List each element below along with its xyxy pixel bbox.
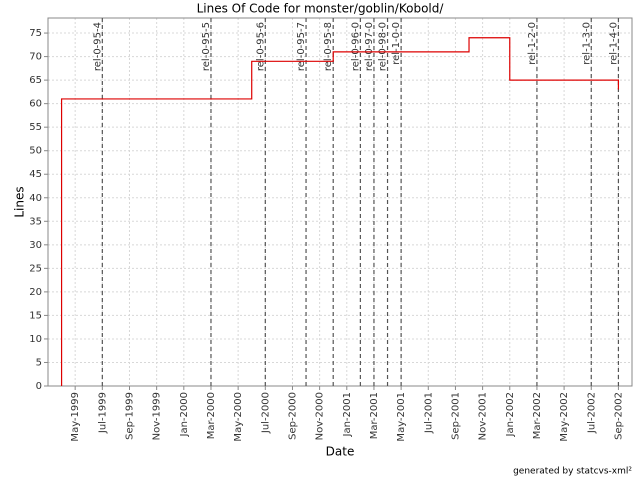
- x-tick-label: Jul-1999: [97, 392, 108, 434]
- y-tick-label: 25: [29, 263, 42, 274]
- release-label: rel-1-4-0: [608, 22, 619, 65]
- x-axis-label: Date: [326, 445, 355, 459]
- x-tick-label: Jan-2001: [342, 392, 353, 437]
- y-tick-label: 55: [29, 122, 42, 133]
- y-tick-label: 75: [29, 28, 42, 39]
- release-label: rel-0-95-6: [255, 22, 266, 71]
- x-tick-label: Mar-2002: [532, 392, 543, 439]
- release-label: rel-0-95-4: [92, 22, 103, 71]
- release-label: rel-0-95-7: [296, 22, 307, 71]
- release-label: rel-0-96-0: [350, 22, 361, 71]
- chart-title: Lines Of Code for monster/goblin/Kobold/: [197, 2, 445, 16]
- x-tick-label: Nov-1999: [152, 392, 163, 440]
- x-tick-label: May-2002: [559, 392, 570, 442]
- x-tick-label: Sep-2002: [613, 392, 624, 440]
- x-tick-label: Nov-2000: [315, 392, 326, 440]
- x-tick-label: Jul-2001: [423, 392, 434, 434]
- y-tick-label: 10: [29, 334, 42, 345]
- release-label: rel-0-97-0: [364, 22, 375, 71]
- y-tick-label: 65: [29, 75, 42, 86]
- release-label: rel-1-2-0: [527, 22, 538, 65]
- y-tick-label: 15: [29, 310, 42, 321]
- loc-line: [60, 37, 620, 386]
- x-tick-label: Jul-2000: [260, 392, 271, 434]
- x-tick-label: Mar-2001: [369, 392, 380, 439]
- y-tick-label: 70: [29, 52, 42, 63]
- release-label: rel-0-95-5: [201, 22, 212, 71]
- y-tick-label: 40: [29, 193, 42, 204]
- x-tick-label: Mar-2000: [206, 392, 217, 439]
- y-tick-label: 50: [29, 146, 42, 157]
- x-tick-label: May-2000: [233, 392, 244, 442]
- x-tick-label: Sep-1999: [124, 392, 135, 440]
- x-tick-label: May-2001: [396, 392, 407, 442]
- y-tick-label: 30: [29, 240, 42, 251]
- y-tick-label: 20: [29, 287, 42, 298]
- x-tick-label: Sep-2000: [287, 392, 298, 440]
- x-tick-label: Jan-2002: [505, 392, 516, 437]
- y-tick-label: 5: [36, 357, 42, 368]
- plot-border: [47, 17, 633, 387]
- x-tick-label: Jul-2002: [586, 392, 597, 434]
- release-label: rel-0-98-0: [378, 22, 389, 71]
- y-tick-label: 35: [29, 216, 42, 227]
- x-tick-label: Jan-2000: [179, 392, 190, 437]
- x-tick-label: Sep-2001: [450, 392, 461, 440]
- credit: generated by statcvs-xml²: [513, 467, 632, 477]
- y-tick-label: 60: [29, 99, 42, 110]
- x-tick-label: Nov-2001: [478, 392, 489, 440]
- release-label: rel-0-95-8: [323, 22, 334, 71]
- release-label: rel-1-0-0: [391, 22, 402, 65]
- y-tick-label: 0: [36, 381, 42, 392]
- release-label: rel-1-3-0: [581, 22, 592, 65]
- y-tick-label: 45: [29, 169, 42, 180]
- y-axis-label: Lines: [13, 186, 27, 217]
- x-tick-label: May-1999: [70, 392, 81, 442]
